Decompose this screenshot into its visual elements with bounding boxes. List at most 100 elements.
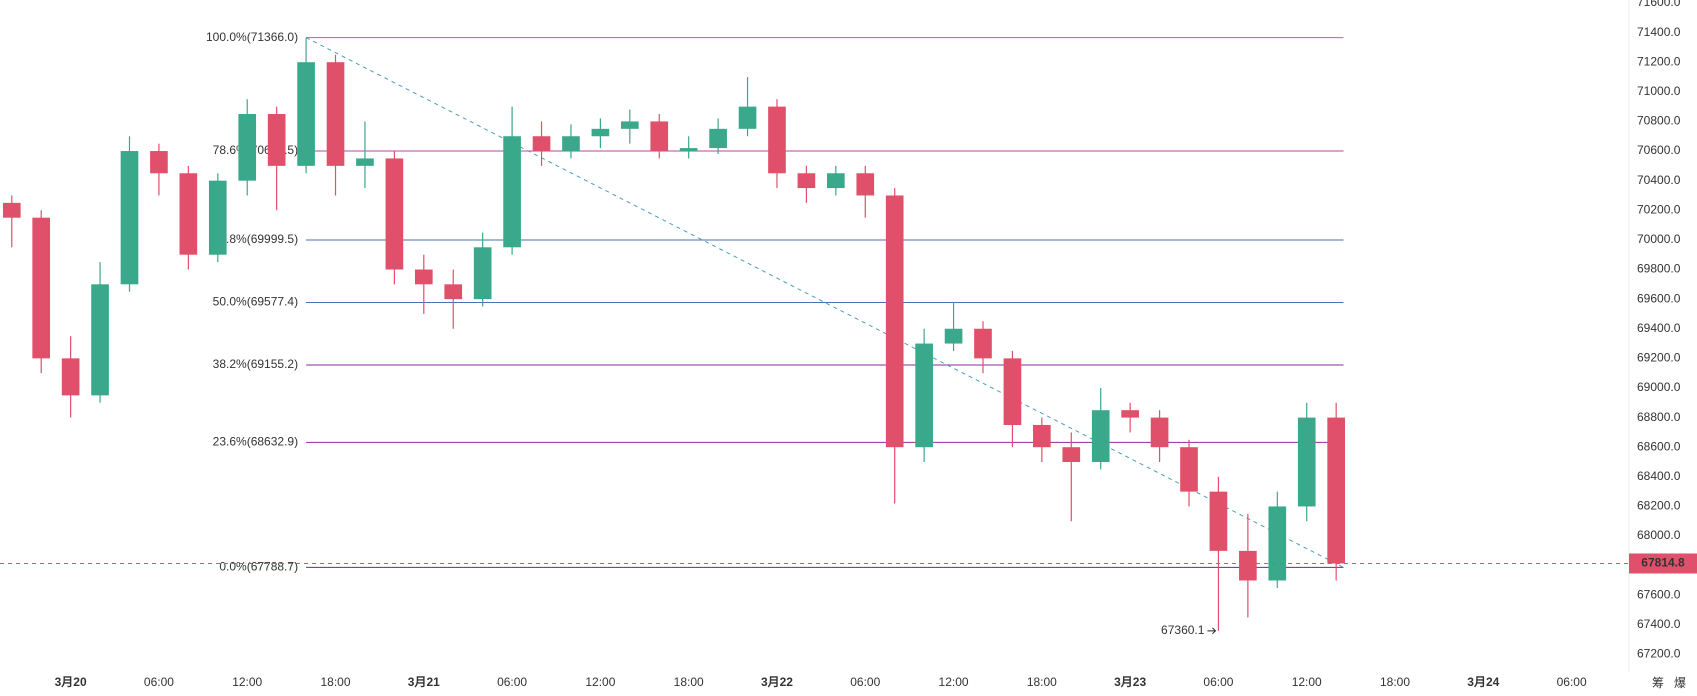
y-tick-label: 70400.0 [1637,173,1681,187]
x-tick-label: 06:00 [1203,675,1233,689]
candle-body [591,128,610,137]
candle-body [1209,491,1228,551]
y-tick-label: 71600.0 [1637,0,1681,9]
candle-body [1239,550,1257,581]
x-tick-label: 06:00 [497,675,527,689]
x-tick-label: 3月23 [1114,675,1146,689]
candle-body [1297,417,1316,507]
candle-body [679,148,698,152]
candle-body [1180,447,1198,492]
y-tick-label: 68600.0 [1637,439,1681,453]
fib-level-label: 0.0%(67788.7) [219,560,298,574]
y-tick-label: 70600.0 [1637,143,1681,157]
candle-body [1091,410,1110,463]
y-tick-label: 69400.0 [1637,321,1681,335]
x-tick-label: 12:00 [1292,675,1322,689]
candle-body [797,173,816,189]
toolbar-icon: 筹 [1652,676,1664,690]
x-tick-label: 18:00 [1027,675,1057,689]
y-tick-label: 69200.0 [1637,351,1681,365]
y-tick-label: 67200.0 [1637,647,1681,661]
candle-body [944,328,963,344]
candle-body [1003,358,1022,425]
candle-body [32,217,51,359]
candle-body [61,358,80,396]
candle-body [444,284,463,300]
candle-body [827,173,845,189]
y-tick-label: 68400.0 [1637,469,1681,483]
candle-body [620,121,639,129]
y-tick-label: 70000.0 [1637,232,1681,246]
y-tick-label: 67400.0 [1637,617,1681,631]
x-tick-label: 06:00 [1557,675,1587,689]
candle-body [768,106,786,174]
candle-body [356,158,374,166]
candle-body [150,151,168,174]
x-tick-label: 12:00 [232,675,262,689]
fib-trend-line [305,37,1344,568]
candle-body [120,151,139,285]
y-tick-label: 67600.0 [1637,587,1681,601]
y-tick-label: 68200.0 [1637,499,1681,513]
candle-body [208,180,227,255]
candle-body [1033,424,1051,448]
y-tick-label: 71400.0 [1637,25,1681,39]
x-tick-label: 3月20 [55,675,87,689]
candle-body [856,173,875,196]
candle-body [915,343,933,448]
candle-body [1062,447,1081,463]
y-tick-label: 71000.0 [1637,84,1681,98]
candle-body [1327,417,1345,564]
x-tick-label: 18:00 [320,675,350,689]
candle-body [974,328,992,359]
x-tick-label: 3月22 [761,675,793,689]
y-tick-label: 70800.0 [1637,114,1681,128]
candle-body [738,106,757,129]
y-tick-label: 69000.0 [1637,380,1681,394]
candle-body [650,121,669,152]
candle-body [179,173,198,255]
x-tick-label: 3月24 [1467,675,1499,689]
toolbar-icon: 爆 [1674,676,1686,690]
y-tick-label: 70200.0 [1637,202,1681,216]
fib-level-label: 61.8%(69999.5) [213,232,298,246]
y-tick-label: 69600.0 [1637,291,1681,305]
x-tick-label: 12:00 [939,675,969,689]
candle-body [414,269,433,285]
fib-level-label: 38.2%(69155.2) [213,357,298,371]
candle-body [326,62,345,166]
last-price-box [1629,553,1697,574]
candle-body [473,247,492,300]
candle-body [709,128,727,149]
candle-body [2,202,21,218]
candle-body [267,114,286,166]
low-marker-label: 67360.1 [1161,623,1205,637]
candle-body [562,136,580,152]
fib-level-label: 23.6%(68632.9) [213,435,298,449]
candle-body [238,114,257,181]
x-tick-label: 06:00 [850,675,880,689]
candle-body [91,284,109,396]
x-tick-label: 3月21 [408,675,440,689]
low-marker-arrow [1207,627,1217,635]
x-tick-label: 06:00 [144,675,174,689]
y-tick-label: 68000.0 [1637,528,1681,542]
candle-body [1268,506,1287,581]
last-price-label: 67814.8 [1641,556,1685,570]
x-tick-label: 18:00 [674,675,704,689]
x-tick-label: 12:00 [585,675,615,689]
candle-body [532,136,551,152]
y-tick-label: 69800.0 [1637,262,1681,276]
y-tick-label: 71200.0 [1637,54,1681,68]
candle-body [1121,410,1139,418]
candle-body [297,62,315,166]
candle-body [1150,417,1169,448]
candle-body [385,158,404,270]
fib-level-label: 100.0%(71366.0) [206,30,298,44]
x-tick-label: 18:00 [1380,675,1410,689]
candle-body [503,136,521,248]
candle-body [885,195,904,448]
y-tick-label: 68800.0 [1637,410,1681,424]
